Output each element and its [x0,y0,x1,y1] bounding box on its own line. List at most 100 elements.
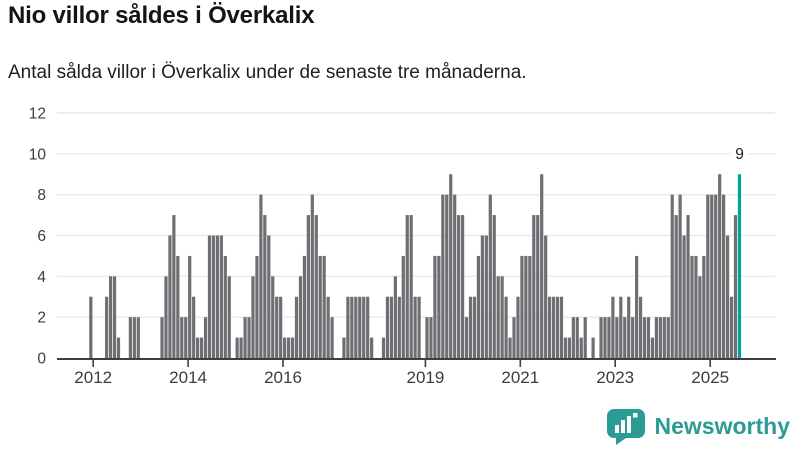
bar [619,296,623,358]
x-axis-label: 2019 [406,368,444,387]
newsworthy-wordmark: Newsworthy [654,413,790,439]
bar [433,255,437,358]
y-axis-label: 6 [37,228,46,245]
bar [405,215,409,358]
highlighted-bar [737,174,742,358]
logo-dot [632,413,638,418]
bar [184,317,188,358]
bar [627,296,631,358]
bar [211,235,216,358]
bar [611,296,615,358]
bar [524,255,528,358]
bar [429,317,433,358]
bar [164,276,168,358]
bar [512,317,516,358]
bar [508,337,512,358]
bar [480,235,484,358]
annotation-bg [730,145,749,162]
logo-bar-2 [620,420,625,433]
last-value-label: 9 [735,146,744,163]
bar [449,174,453,358]
bar [548,296,552,358]
y-axis-label: 4 [37,269,46,286]
bar [286,337,291,358]
bar [591,337,595,358]
bar [654,317,658,358]
bar [128,317,132,358]
bar [275,296,279,358]
bar [188,255,192,358]
bar [409,215,413,358]
bar [318,255,322,358]
bar [516,296,520,358]
bar [180,317,184,358]
bar [413,296,417,358]
page-title: Nio villor såldes i Överkalix [8,2,315,29]
bar [425,317,429,358]
bar [342,337,346,358]
bar [306,215,310,358]
bar [393,276,397,358]
bar [437,255,441,358]
y-axis-label: 0 [37,351,46,368]
y-axis-label: 10 [29,146,47,163]
bar [397,296,401,358]
bar [532,215,536,358]
bar [575,317,579,358]
bar [698,276,702,358]
bar [686,215,690,358]
bar [168,235,172,358]
bar [678,194,682,358]
x-axis-label: 2025 [691,368,729,387]
bar [472,296,477,358]
bar [551,296,556,358]
bar [646,317,651,358]
newsworthy-logo[interactable]: Newsworthy [606,408,790,445]
bar [674,215,678,358]
bar [370,337,374,358]
bar [453,194,457,358]
bar [279,296,283,358]
bar [599,317,603,358]
bar [362,296,366,358]
bar [136,317,140,358]
bar [227,276,231,358]
bar [559,296,564,358]
bar [670,194,674,358]
bar [488,194,492,358]
bar [263,215,267,358]
bar [247,317,251,358]
bar [714,194,718,358]
bar [314,215,318,358]
x-axis-label: 2016 [264,368,302,387]
bar [132,317,136,358]
x-axis-label: 2012 [74,368,112,387]
bar [682,235,686,358]
bar [389,296,394,358]
bar [112,276,117,358]
bar [583,317,587,358]
bar [267,235,271,358]
bar [536,215,540,358]
bar [192,296,196,358]
bar [555,296,560,358]
bar [461,215,465,358]
bar [441,194,445,358]
bar [729,296,734,358]
bar [215,235,219,358]
bar [385,296,390,358]
bar [322,255,326,358]
y-axis-label: 12 [29,106,46,123]
bar [259,194,263,358]
bar [271,276,275,358]
bar [255,255,259,358]
bar [381,337,386,358]
x-axis-label: 2021 [501,368,539,387]
bar [650,337,655,358]
bar [223,255,227,358]
bar [702,255,706,358]
bar [251,276,255,358]
bar [603,317,607,358]
bar [694,255,698,358]
bar [176,255,180,358]
